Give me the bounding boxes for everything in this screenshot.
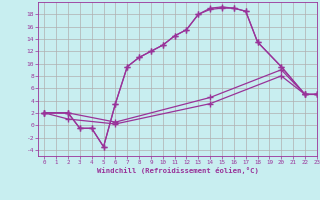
X-axis label: Windchill (Refroidissement éolien,°C): Windchill (Refroidissement éolien,°C) [97, 167, 259, 174]
